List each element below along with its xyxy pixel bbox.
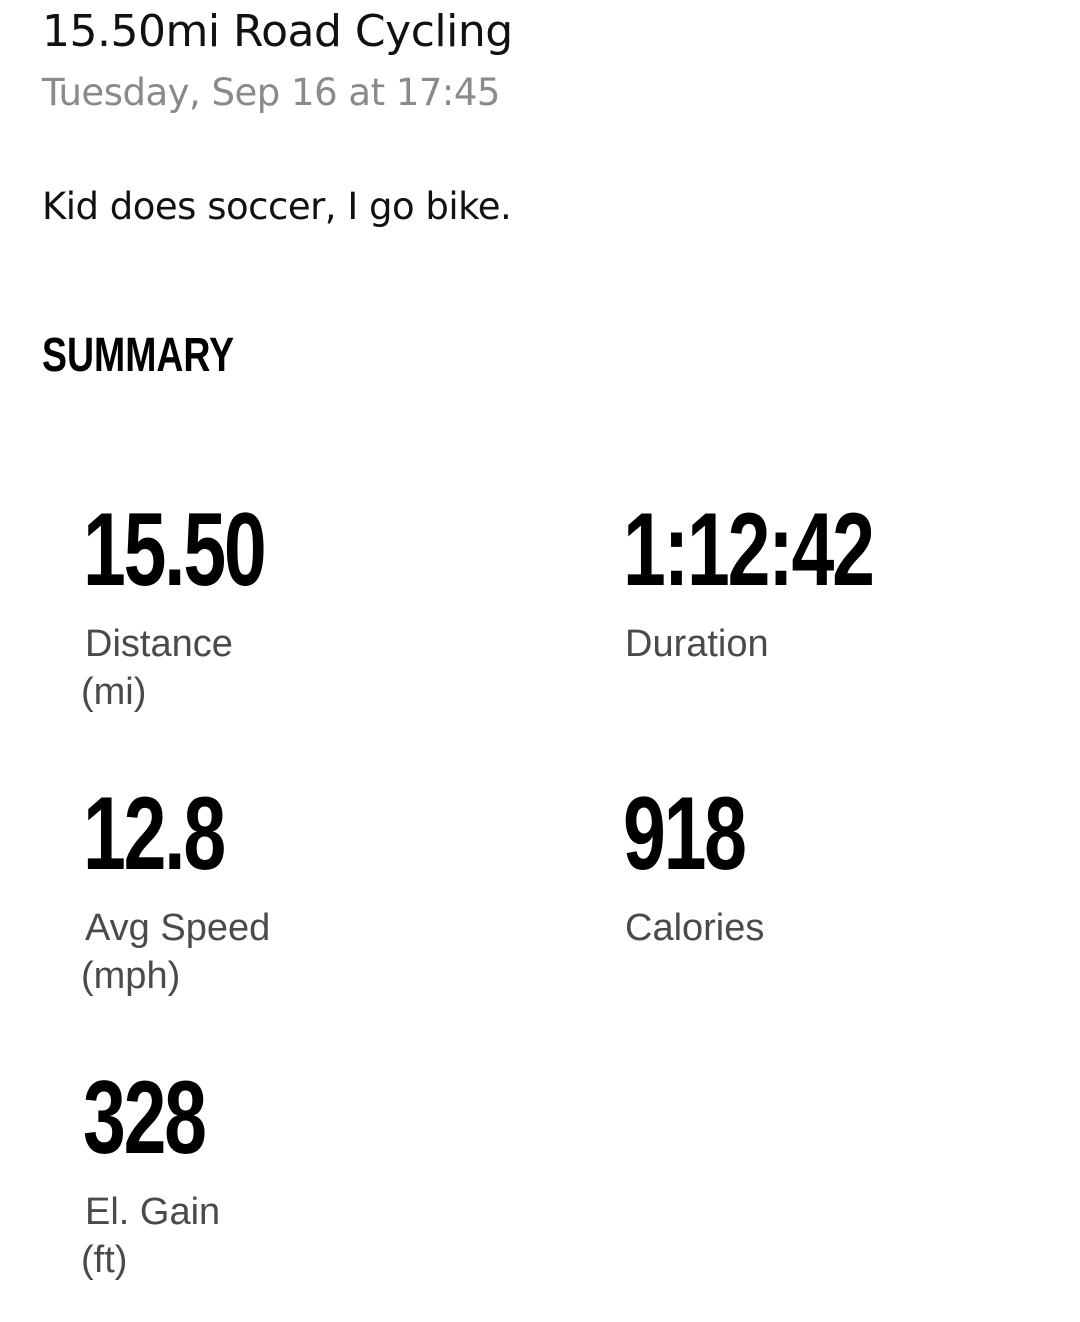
summary-heading: SUMMARY (42, 329, 235, 382)
stat-label: Duration (625, 623, 769, 665)
stat-unit: (ft) (81, 1239, 128, 1281)
activity-description: Kid does soccer, I go bike. (42, 185, 512, 228)
activity-title: 15.50mi Road Cycling (42, 6, 513, 57)
stat-unit: (mph) (81, 955, 181, 997)
stat-value: 15.50 (83, 492, 267, 608)
stat-label: Distance (85, 623, 233, 665)
stat-value: 328 (83, 1060, 207, 1176)
stat-calories: 918 Calories (623, 776, 788, 952)
stat-elevation-gain: 328 El. Gain (ft) (81, 1060, 248, 1284)
stat-value: 1:12:42 (623, 492, 875, 608)
stat-value: 918 (623, 776, 747, 892)
stat-value: 12.8 (83, 776, 226, 892)
activity-date: Tuesday, Sep 16 at 17:45 (42, 71, 500, 114)
stat-distance: 15.50 Distance (mi) (81, 492, 328, 716)
stat-label: El. Gain (85, 1191, 221, 1233)
stat-label: Avg Speed (85, 907, 271, 949)
stat-unit: (mi) (81, 671, 147, 713)
stat-duration: 1:12:42 Duration (623, 492, 960, 668)
stat-avg-speed: 12.8 Avg Speed (mph) (81, 776, 273, 1000)
stat-label: Calories (625, 907, 765, 949)
